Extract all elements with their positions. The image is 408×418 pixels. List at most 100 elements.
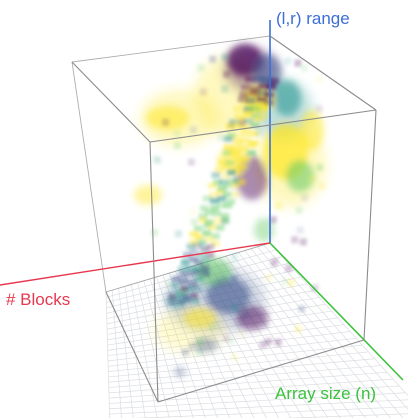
voxel (174, 230, 182, 238)
floor-grid-line (107, 331, 351, 362)
voxel (231, 191, 241, 198)
voxel (217, 185, 227, 192)
voxel (211, 172, 221, 178)
voxel (221, 164, 231, 171)
voxel (181, 259, 190, 266)
voxel (215, 224, 225, 231)
voxel (255, 128, 263, 136)
voxel (236, 178, 244, 186)
voxel (217, 134, 225, 141)
voxel (227, 169, 236, 176)
voxel (260, 113, 270, 120)
voxel (171, 276, 180, 283)
voxel (193, 225, 203, 232)
voxel (205, 252, 215, 259)
floor-grid-line (283, 413, 408, 418)
voxel (233, 105, 243, 112)
voxel (220, 217, 228, 225)
voxel (173, 142, 181, 150)
lr-range-axis-label: (l,r) range (276, 9, 350, 28)
voxel (189, 231, 198, 237)
voxel (171, 282, 180, 289)
floor-grid-line (108, 371, 387, 394)
voxel (217, 202, 226, 209)
voxel (200, 246, 209, 253)
voxel (198, 213, 208, 220)
voxel (253, 75, 263, 82)
voxel (294, 325, 302, 333)
voxel (243, 111, 253, 117)
voxel (243, 118, 254, 125)
voxel (259, 341, 267, 349)
voxel (219, 179, 228, 185)
voxel (307, 175, 315, 183)
voxel (316, 163, 324, 171)
floor-grid-line (105, 291, 111, 418)
voxel (238, 119, 246, 127)
voxel (208, 182, 217, 189)
voxel (223, 70, 231, 78)
voxel (284, 57, 292, 65)
voxel (233, 156, 243, 163)
voxel (231, 253, 238, 261)
voxel (194, 259, 204, 266)
voxel (150, 229, 158, 236)
voxel (300, 64, 308, 72)
voxel (239, 144, 249, 151)
voxel (202, 195, 212, 202)
voxel (266, 83, 276, 90)
voxel (235, 170, 245, 177)
voxel (301, 194, 309, 202)
floor-grid-line (238, 252, 366, 418)
voxel (237, 163, 247, 170)
voxel (197, 252, 206, 259)
voxel (214, 166, 224, 173)
floor-grid-line (109, 399, 408, 415)
voxel (258, 103, 269, 110)
voxel (261, 320, 269, 328)
voxel (239, 91, 249, 98)
voxel (241, 137, 251, 144)
voxel (173, 130, 181, 138)
voxel (192, 266, 201, 273)
voxel (191, 298, 200, 305)
voxel (311, 284, 319, 292)
voxel (237, 96, 248, 103)
voxel (226, 198, 236, 205)
voxel (210, 205, 219, 212)
cube-front-edges (71, 35, 377, 403)
array-size-axis-line (269, 242, 404, 381)
floor-grid-line (108, 337, 357, 367)
voxel (285, 264, 293, 272)
voxel (258, 83, 269, 90)
voxel (209, 191, 218, 198)
voxel (182, 348, 189, 356)
floor-grid (105, 242, 408, 418)
floor-grid-line (269, 242, 408, 397)
voxel (261, 76, 272, 83)
voxel (212, 210, 222, 217)
voxel (225, 160, 235, 166)
voxel (199, 242, 207, 249)
voxel (189, 126, 197, 134)
voxel (197, 64, 205, 72)
voxel (188, 280, 197, 287)
voxel (186, 270, 195, 277)
voxel (183, 296, 192, 303)
voxel (298, 305, 306, 313)
voxel (217, 195, 226, 202)
voxel (223, 144, 233, 151)
voxel (281, 278, 289, 286)
voxel (167, 299, 176, 306)
voxel (232, 133, 242, 140)
blocks-axis-label: # Blocks (6, 290, 71, 309)
voxel (205, 236, 214, 242)
floor-grid-line (257, 246, 404, 418)
voxel (165, 280, 173, 288)
voxel (223, 182, 233, 189)
voxel (246, 150, 256, 156)
voxel (318, 182, 326, 190)
voxel (241, 311, 249, 319)
